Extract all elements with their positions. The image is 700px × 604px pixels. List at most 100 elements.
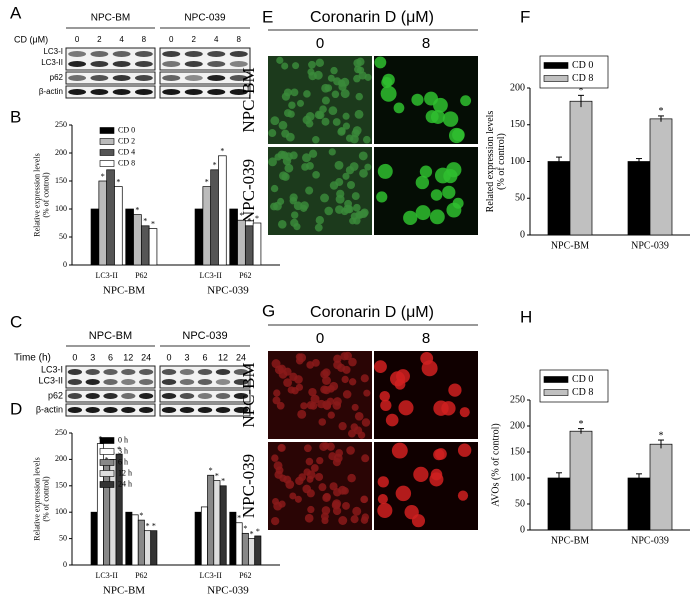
lane-label: 0 bbox=[72, 352, 77, 362]
cell bbox=[287, 110, 295, 118]
significance-mark: * bbox=[117, 445, 121, 454]
y-tick-label: 250 bbox=[510, 394, 525, 405]
cell bbox=[415, 175, 430, 190]
panel-letter: E bbox=[262, 7, 273, 26]
cell bbox=[301, 163, 309, 171]
bar bbox=[202, 186, 212, 266]
lane-label: 4 bbox=[214, 35, 219, 44]
cell bbox=[364, 163, 372, 171]
legend-label: 0 h bbox=[118, 435, 128, 444]
blot-band bbox=[121, 369, 136, 375]
cell bbox=[312, 358, 320, 367]
legend-swatch bbox=[99, 160, 115, 167]
y-axis-label: AVOs (% of control) bbox=[490, 423, 501, 506]
legend-swatch bbox=[99, 459, 115, 466]
group-label: NPC-BM bbox=[103, 285, 145, 297]
cell bbox=[295, 476, 304, 486]
y-tick-label: 200 bbox=[55, 148, 67, 157]
blot-band bbox=[85, 393, 100, 399]
cell bbox=[303, 468, 311, 476]
cell bbox=[337, 127, 346, 136]
cell bbox=[349, 162, 359, 171]
significance-mark: * bbox=[579, 419, 584, 430]
bar bbox=[569, 100, 593, 236]
cell bbox=[308, 149, 318, 158]
blot-band bbox=[179, 407, 195, 413]
blot-band bbox=[103, 369, 118, 375]
blot-row-label: LC3-I bbox=[41, 364, 63, 374]
micro-row: NPC-039 bbox=[239, 159, 258, 223]
blot-band bbox=[197, 407, 213, 413]
bar bbox=[241, 532, 249, 566]
y-axis-label: (% of control) bbox=[41, 172, 50, 218]
x-tick-label: LC3-II bbox=[96, 571, 119, 580]
blot-band bbox=[161, 369, 177, 375]
cell bbox=[272, 497, 280, 506]
cell bbox=[314, 223, 323, 232]
blot-band bbox=[134, 89, 153, 95]
x-tick-label: LC3-II bbox=[96, 271, 119, 280]
y-tick-label: 100 bbox=[55, 507, 67, 516]
cell bbox=[377, 494, 388, 505]
cell bbox=[314, 110, 324, 120]
bar bbox=[627, 161, 651, 236]
blot-band bbox=[103, 393, 118, 399]
cell bbox=[280, 151, 289, 160]
blot-band bbox=[215, 393, 231, 399]
cell bbox=[430, 189, 443, 201]
cell bbox=[322, 492, 331, 501]
blot-band bbox=[207, 61, 226, 67]
significance-mark: * bbox=[152, 522, 156, 531]
cell bbox=[277, 364, 287, 373]
blot-band bbox=[134, 75, 153, 81]
cell bbox=[291, 211, 299, 219]
significance-mark: * bbox=[139, 511, 143, 520]
bar bbox=[140, 225, 150, 266]
blot-band bbox=[184, 51, 203, 57]
blot-row-label: β-actin bbox=[36, 404, 63, 414]
blot-band bbox=[67, 393, 83, 399]
blot-band bbox=[162, 75, 181, 81]
cell bbox=[318, 418, 327, 426]
blot-band bbox=[197, 379, 213, 385]
bar bbox=[218, 155, 227, 266]
blot-band bbox=[215, 407, 231, 413]
cell bbox=[403, 210, 418, 225]
significance-mark: * bbox=[213, 161, 217, 170]
cell bbox=[448, 127, 465, 144]
bar bbox=[103, 464, 111, 566]
legend-label: CD 0 bbox=[118, 125, 135, 134]
blot-band bbox=[85, 407, 100, 413]
blot-row-label: LC3-I bbox=[43, 47, 63, 56]
cell bbox=[343, 351, 352, 361]
blot-band bbox=[138, 407, 154, 413]
blot-band bbox=[162, 51, 181, 57]
blot-band bbox=[233, 407, 249, 413]
significance-mark: * bbox=[220, 147, 224, 156]
significance-mark: * bbox=[250, 529, 254, 538]
bar bbox=[229, 511, 237, 566]
legend-swatch bbox=[99, 437, 115, 444]
y-tick-label: 100 bbox=[510, 472, 525, 483]
bar bbox=[115, 453, 123, 566]
cell bbox=[328, 148, 336, 156]
legend-label: CD 8 bbox=[572, 387, 593, 398]
blot-row-label: LC3-II bbox=[41, 58, 63, 67]
legend-label: CD 0 bbox=[572, 374, 593, 385]
legend-label: CD 8 bbox=[572, 73, 593, 84]
cell bbox=[359, 168, 368, 178]
cell bbox=[382, 73, 395, 87]
blot-band bbox=[233, 379, 249, 385]
significance-mark: * bbox=[247, 217, 251, 226]
y-tick-label: 150 bbox=[510, 446, 525, 457]
blot-strip bbox=[159, 71, 251, 85]
cell bbox=[354, 411, 364, 421]
y-tick-label: 100 bbox=[55, 204, 67, 213]
y-axis-label: (% of control) bbox=[496, 133, 507, 190]
cell bbox=[320, 193, 330, 203]
panel-letter: A bbox=[10, 3, 22, 22]
blot-band bbox=[85, 379, 100, 385]
bar bbox=[237, 219, 246, 266]
cell bbox=[346, 446, 355, 455]
cell bbox=[303, 90, 311, 98]
